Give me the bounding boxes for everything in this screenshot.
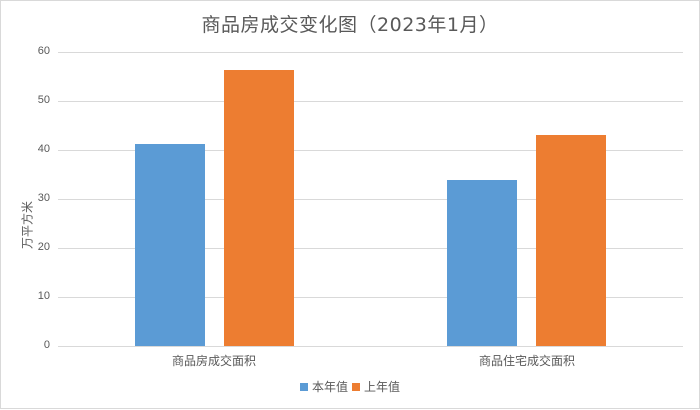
bar (447, 180, 517, 346)
gridline (58, 346, 683, 347)
legend-swatch-icon (352, 382, 360, 391)
y-tick-label: 60 (37, 45, 50, 57)
legend-label: 上年值 (364, 380, 401, 394)
y-tick-label: 40 (37, 143, 50, 155)
bar (135, 144, 205, 346)
legend: 本年值 上年值 (0, 378, 700, 395)
gridline (58, 150, 683, 151)
legend-label: 本年值 (311, 380, 348, 394)
y-tick-label: 30 (37, 192, 50, 204)
x-category-label: 商品住宅成交面积 (478, 354, 575, 368)
y-tick-label: 10 (37, 290, 50, 302)
legend-item: 本年值 (299, 378, 348, 395)
y-tick-label: 50 (37, 94, 50, 106)
bar (224, 70, 294, 346)
legend-item: 上年值 (352, 378, 400, 395)
legend-swatch-icon (299, 382, 308, 391)
y-tick-label: 0 (43, 339, 50, 351)
bar (536, 135, 606, 346)
x-category-label: 商品房成交面积 (171, 354, 256, 368)
y-axis-label: 万平方米 (20, 200, 35, 250)
gridline (58, 248, 683, 249)
gridline (58, 101, 683, 102)
gridline (58, 52, 683, 53)
chart-title: 商品房成交变化图（2023年1月） (201, 14, 499, 36)
gridline (58, 297, 683, 298)
y-tick-label: 20 (37, 241, 50, 253)
gridline (58, 199, 683, 200)
